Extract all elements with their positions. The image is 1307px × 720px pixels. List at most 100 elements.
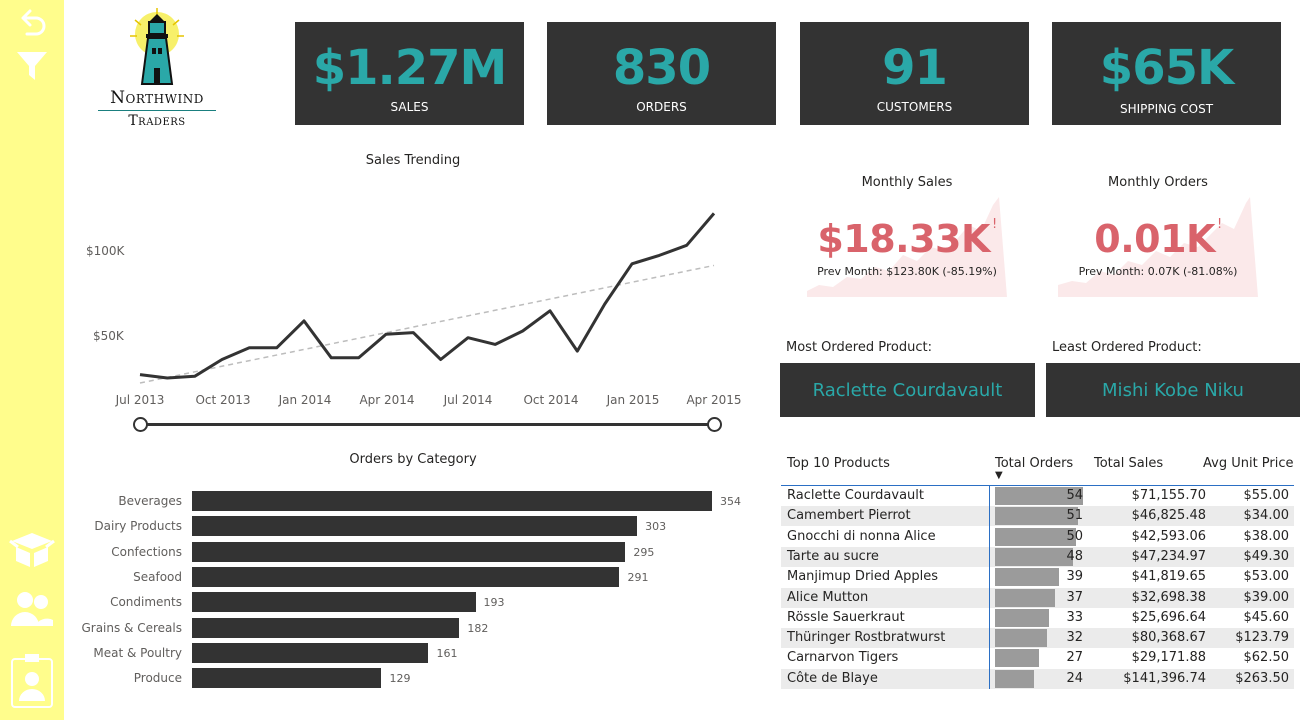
category-bar[interactable] <box>192 642 429 663</box>
cell-product: Tarte au sucre <box>787 548 879 564</box>
sales-trending-chart[interactable] <box>0 0 760 420</box>
sales-point[interactable] <box>712 211 716 215</box>
monthly-orders-card[interactable]: 0.01K! Prev Month: 0.07K (-81.08%) <box>1058 195 1258 297</box>
category-bar[interactable] <box>192 566 620 587</box>
sales-point[interactable] <box>411 331 415 335</box>
category-label: Dairy Products <box>94 519 182 534</box>
kpi-card-customers[interactable]: 91 CUSTOMERS <box>800 22 1029 125</box>
cell-avg-unit-price: $39.00 <box>1243 589 1290 605</box>
sales-series-line[interactable] <box>139 212 716 380</box>
category-value-label: 295 <box>633 545 655 559</box>
monthly-sales-card[interactable]: $18.33K! Prev Month: $123.80K (-85.19%) <box>807 195 1007 297</box>
category-bar-row[interactable]: Confections 295 <box>80 541 760 562</box>
least-ordered-card[interactable]: Mishi Kobe Niku <box>1046 363 1300 417</box>
sales-point[interactable] <box>493 342 497 346</box>
box-icon[interactable] <box>0 528 64 570</box>
table-row[interactable]: Rössle Sauerkraut 33 $25,696.64 $45.60 <box>781 608 1294 628</box>
table-row[interactable]: Gnocchi di nonna Alice 50 $42,593.06 $38.00 <box>781 527 1294 547</box>
sales-point[interactable] <box>657 253 661 257</box>
cell-total-sales: $47,234.97 <box>1131 548 1206 564</box>
table-row[interactable]: Camembert Pierrot 51 $46,825.48 $34.00 <box>781 506 1294 527</box>
alert-icon: ! <box>991 217 997 232</box>
sales-point[interactable] <box>302 319 306 323</box>
orders-data-bar <box>995 649 1039 668</box>
date-slider-end-handle[interactable] <box>707 417 722 432</box>
most-ordered-card[interactable]: Raclette Courdavault <box>780 363 1035 417</box>
sales-point[interactable] <box>138 373 142 377</box>
cell-total-orders: 51 <box>1066 508 1083 524</box>
category-bar[interactable] <box>192 617 460 638</box>
monthly-orders-sparkline <box>1058 197 1258 297</box>
filter-icon[interactable] <box>0 50 64 82</box>
x-tick-label: Jul 2014 <box>443 393 493 407</box>
category-value-label: 182 <box>467 621 489 635</box>
col-header-total-orders[interactable]: Total Orders <box>995 456 1074 471</box>
kpi-label: SALES <box>390 100 429 114</box>
category-bar[interactable] <box>192 491 712 511</box>
monthly-orders-value: 0.01K! <box>1094 217 1222 261</box>
logo-divider <box>98 110 216 111</box>
category-bar[interactable] <box>192 541 626 562</box>
sales-point[interactable] <box>685 243 689 247</box>
sales-point[interactable] <box>466 336 470 340</box>
orders-data-bar <box>995 669 1035 688</box>
category-bar-row[interactable]: Produce 129 <box>80 668 760 689</box>
category-bar-row[interactable]: Beverages 354 <box>80 491 760 511</box>
orders-data-bar <box>995 568 1059 587</box>
table-row[interactable]: Alice Mutton 37 $32,698.38 $39.00 <box>781 587 1294 608</box>
kpi-card-orders[interactable]: 830 ORDERS <box>547 22 776 125</box>
col-header-avg-unit-price[interactable]: Avg Unit Price <box>1203 456 1294 471</box>
badge-icon[interactable] <box>0 652 64 710</box>
kpi-card-shipping-cost[interactable]: $65K SHIPPING COST <box>1052 22 1281 125</box>
logo-text-line1: Northwind <box>110 88 204 108</box>
x-tick-label: Apr 2014 <box>359 393 415 407</box>
category-bar-row[interactable]: Dairy Products 303 <box>80 516 760 537</box>
table-row[interactable]: Côte de Blaye 24 $141,396.74 $263.50 <box>781 668 1294 689</box>
sales-point[interactable] <box>630 262 634 266</box>
category-bar-row[interactable]: Grains & Cereals 182 <box>80 617 760 638</box>
sales-point[interactable] <box>275 346 279 350</box>
cell-total-sales: $25,696.64 <box>1131 609 1206 625</box>
category-bar[interactable] <box>192 516 638 537</box>
orders-data-bar <box>995 588 1056 607</box>
category-bar[interactable] <box>192 668 382 689</box>
people-icon[interactable] <box>0 588 64 630</box>
sales-point[interactable] <box>357 356 361 360</box>
table-row[interactable]: Raclette Courdavault 54 $71,155.70 $55.00 <box>781 486 1294 506</box>
category-bar-row[interactable]: Meat & Poultry 161 <box>80 642 760 663</box>
back-icon[interactable] <box>0 6 64 38</box>
cell-total-orders: 27 <box>1066 650 1083 666</box>
sales-point[interactable] <box>247 346 251 350</box>
sales-point[interactable] <box>329 356 333 360</box>
date-slider-start-handle[interactable] <box>133 417 148 432</box>
category-label: Meat & Poultry <box>93 645 182 660</box>
category-bar[interactable] <box>192 592 476 613</box>
sales-point[interactable] <box>193 374 197 378</box>
sales-point[interactable] <box>384 332 388 336</box>
category-label: Beverages <box>118 494 182 508</box>
cell-total-orders: 39 <box>1066 569 1083 585</box>
col-header-total-sales[interactable]: Total Sales <box>1094 456 1164 471</box>
sales-point[interactable] <box>521 329 525 333</box>
sales-point[interactable] <box>603 302 607 306</box>
table-row[interactable]: Carnarvon Tigers 27 $29,171.88 $62.50 <box>781 648 1294 668</box>
category-bar-row[interactable]: Condiments 193 <box>80 592 760 613</box>
sales-point[interactable] <box>548 309 552 313</box>
col-header-product[interactable]: Top 10 Products <box>787 456 890 471</box>
table-row[interactable]: Thüringer Rostbratwurst 32 $80,368.67 $123.… <box>781 628 1294 649</box>
sales-point[interactable] <box>439 358 443 362</box>
orders-data-bar <box>995 608 1049 627</box>
monthly-sales-value: $18.33K! <box>817 217 997 261</box>
sales-point[interactable] <box>575 349 579 353</box>
category-bar-row[interactable]: Seafood 291 <box>80 566 760 587</box>
date-slider-track[interactable] <box>140 423 714 426</box>
sort-desc-icon[interactable]: ▼ <box>995 470 1003 481</box>
kpi-card-sales[interactable]: $1.27M SALES <box>295 22 524 125</box>
sidebar <box>0 0 64 720</box>
table-row[interactable]: Manjimup Dried Apples 39 $41,819.65 $53.00 <box>781 567 1294 587</box>
x-tick-label: Jan 2015 <box>606 393 660 407</box>
sales-point[interactable] <box>165 376 169 380</box>
category-value-label: 354 <box>720 495 741 508</box>
table-row[interactable]: Tarte au sucre 48 $47,234.97 $49.30 <box>781 546 1294 567</box>
sales-point[interactable] <box>220 358 224 362</box>
